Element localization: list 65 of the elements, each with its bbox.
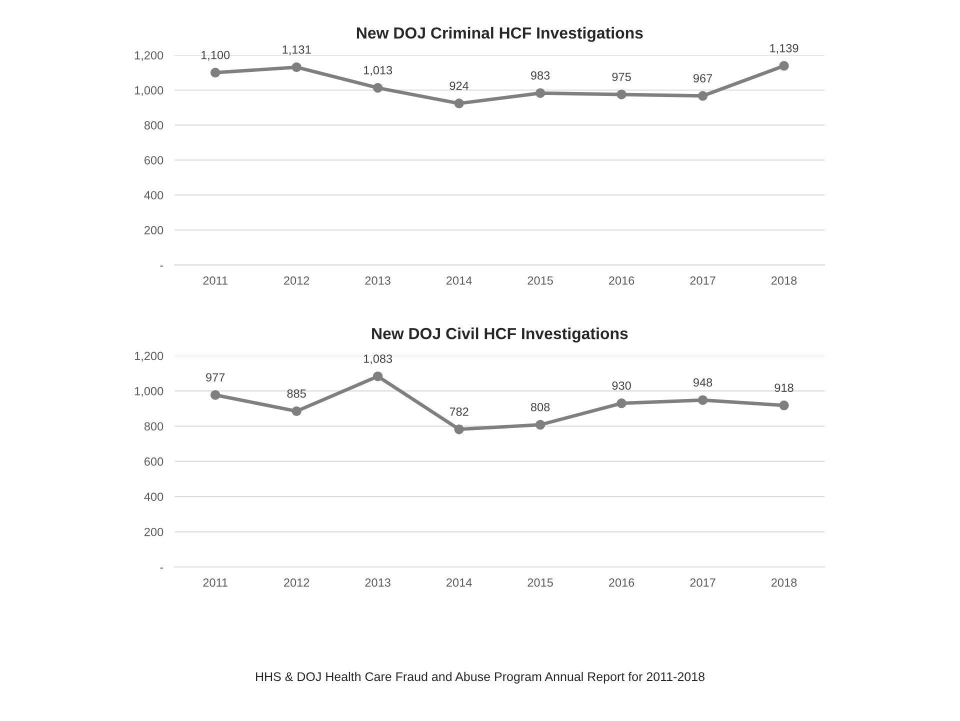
point [372, 82, 383, 93]
point [210, 390, 220, 400]
point [454, 98, 464, 108]
x-tick-label: 2015 [528, 578, 553, 587]
point [779, 60, 789, 71]
data-label: 1,100 [201, 50, 230, 61]
point [292, 406, 302, 416]
point [292, 62, 302, 72]
point [454, 424, 464, 434]
data-label: 782 [450, 408, 468, 416]
chart-title: New DOJ Criminal HCF Investigations [356, 26, 643, 42]
text: HHS & DOJ Health Care Fraud and Abuse Program Annual Report for 2011-2018 [256, 672, 704, 684]
x-tick-label: 2013 [365, 578, 390, 587]
y-tick-label: 1,200 [134, 51, 164, 61]
data-label: 977 [206, 373, 225, 382]
x-tick-label: 2013 [365, 276, 390, 285]
data-label: 1,139 [770, 44, 798, 54]
point [210, 68, 220, 78]
data-label: 924 [450, 82, 469, 90]
data-label: 983 [531, 71, 550, 80]
y-tick-label: 800 [144, 121, 164, 130]
x-tick-label: 2012 [284, 578, 310, 587]
x-tick-label: 2018 [771, 578, 797, 587]
y-tick-label: 200 [144, 226, 164, 234]
x-tick-label: 2014 [446, 276, 472, 285]
data-label: 930 [612, 381, 631, 390]
y-tick-label: 400 [144, 191, 164, 200]
y-tick-label: - [160, 568, 164, 569]
data-label: 808 [530, 402, 550, 412]
data-label: 975 [612, 72, 631, 82]
data-label: 1,083 [364, 354, 392, 364]
point [616, 90, 626, 100]
data-label: 967 [693, 74, 712, 82]
y-tick-label: 1,000 [134, 386, 164, 397]
x-tick-label: 2014 [446, 578, 472, 587]
x-tick-label: 2012 [284, 276, 310, 285]
y-tick-label: 1,000 [134, 86, 164, 96]
point [616, 398, 626, 408]
point [372, 371, 383, 382]
point [698, 395, 708, 405]
y-tick-label: 1,200 [134, 352, 164, 362]
y-tick-label: 200 [144, 528, 164, 536]
point [779, 400, 789, 410]
y-tick-label: 400 [144, 492, 164, 501]
y-tick-label: 800 [144, 422, 164, 431]
x-tick-label: 2011 [203, 578, 228, 587]
data-label: 948 [693, 378, 712, 387]
x-tick-label: 2011 [203, 276, 228, 285]
y-tick-label: - [160, 266, 164, 267]
data-label: 1,131 [282, 45, 311, 56]
y-tick-label: 600 [144, 156, 164, 164]
data-label: 918 [774, 384, 794, 392]
point [698, 91, 708, 101]
x-tick-label: 2018 [771, 276, 797, 285]
x-tick-label: 2017 [690, 578, 716, 587]
y-tick-label: 600 [144, 457, 164, 466]
x-tick-label: 2017 [690, 276, 716, 285]
data-label: 885 [287, 389, 306, 398]
x-tick-label: 2016 [609, 276, 634, 285]
point [535, 88, 546, 98]
x-tick-label: 2016 [609, 578, 634, 587]
data-label: 1,013 [364, 66, 392, 76]
point [535, 420, 546, 430]
x-tick-label: 2015 [528, 276, 553, 285]
chart-title: New DOJ Civil HCF Investigations [372, 328, 628, 342]
